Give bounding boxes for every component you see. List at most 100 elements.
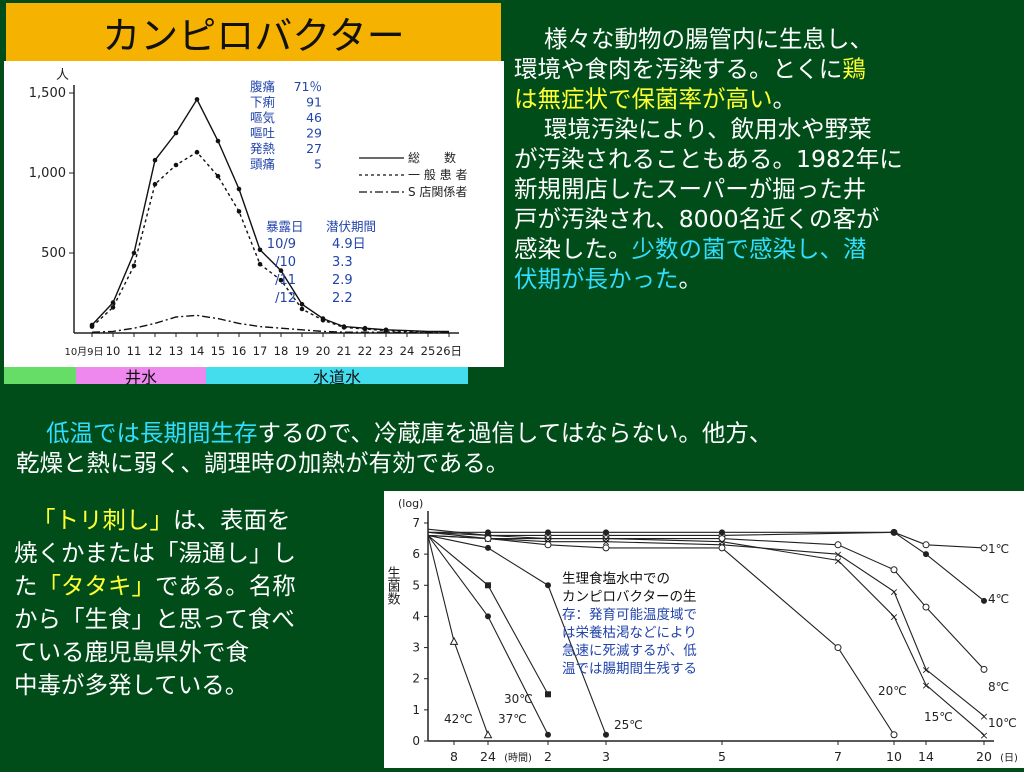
data-point bbox=[544, 541, 552, 549]
data-point bbox=[236, 209, 242, 214]
series-label: 42℃ bbox=[444, 712, 473, 726]
wide-paragraph: 低温では長期間生存するので、冷蔵庫を過信してはならない。他方、 乾燥と熱に弱く、… bbox=[16, 418, 1024, 478]
data-point bbox=[602, 544, 610, 552]
text-line: 伏期が長かった。 bbox=[514, 264, 1024, 294]
highlight-low-temp: 低温では長期間生存 bbox=[46, 419, 258, 447]
data-point bbox=[131, 263, 137, 269]
data-point: × bbox=[601, 533, 610, 546]
exposure-header-date: 暴露日 bbox=[266, 219, 304, 234]
data-point bbox=[110, 305, 116, 310]
x-tick-label: 14 bbox=[918, 749, 934, 764]
exposure-header-period: 潜伏期間 bbox=[326, 219, 376, 234]
data-point bbox=[922, 603, 930, 611]
highlight-carrier: は無症状で保菌率が高い bbox=[514, 85, 773, 113]
data-point bbox=[257, 247, 263, 253]
band-blank bbox=[4, 367, 76, 384]
data-point: × bbox=[543, 533, 552, 546]
data-point bbox=[152, 181, 158, 187]
symptom-label: 腹痛 bbox=[250, 79, 275, 94]
text-line: 低温では長期間生存するので、冷蔵庫を過信してはならない。他方、 bbox=[16, 418, 1024, 448]
text-span: 。 bbox=[678, 265, 703, 293]
series-label: 30℃ bbox=[504, 692, 533, 706]
text-span: するので、冷蔵庫を過信してはならない。他方、 bbox=[257, 419, 773, 447]
annotation-line: は栄養枯渇などにより bbox=[562, 624, 697, 641]
legend-label: 総 数 bbox=[408, 150, 456, 165]
x-tick-label: 16 bbox=[232, 344, 247, 358]
x-tick-label: 10 bbox=[106, 344, 121, 358]
series-label: 15℃ bbox=[924, 710, 953, 724]
data-point bbox=[299, 301, 305, 307]
band-well-label: 井水 bbox=[124, 367, 157, 387]
data-point: × bbox=[921, 679, 930, 692]
data-point bbox=[891, 529, 897, 536]
data-point bbox=[341, 325, 347, 330]
text-span: は、表面を bbox=[173, 506, 291, 534]
x-tick-label: 22 bbox=[358, 344, 373, 358]
series-line-2 bbox=[91, 314, 449, 334]
symptom-label: 嘔吐 bbox=[250, 126, 276, 141]
y-tick-label: 1 bbox=[412, 703, 420, 717]
text-line: 環境や食肉を汚染する。とくに鶏 bbox=[514, 54, 1024, 84]
data-point: × bbox=[833, 554, 842, 567]
data-point bbox=[890, 566, 898, 574]
data-point: × bbox=[833, 548, 842, 561]
series-line-0 bbox=[91, 97, 449, 333]
symptom-value: 5 bbox=[314, 157, 322, 172]
data-point bbox=[719, 529, 725, 536]
data-point bbox=[890, 731, 898, 739]
y-unit-label: 人 bbox=[56, 68, 69, 83]
x-tick-label: 10 bbox=[886, 749, 902, 764]
series-label: 20℃ bbox=[878, 684, 907, 698]
symptom-label: 嘔気 bbox=[250, 110, 275, 125]
exposure-date: /10 bbox=[275, 255, 296, 270]
data-point: × bbox=[717, 536, 726, 549]
survival-line-6 bbox=[427, 534, 607, 735]
annotation-line: 温では腸期間生残する bbox=[562, 661, 697, 677]
survival-line-1 bbox=[428, 531, 985, 602]
data-point bbox=[449, 636, 459, 645]
data-point bbox=[922, 541, 930, 549]
exposure-date: /11 bbox=[275, 273, 296, 288]
survival-chart: (log) 生菌数 0 1 2 3 4 5 6 7 8 24 2 3 5 7 10 14 20 (時間) (日) 1℃ 4℃… bbox=[385, 497, 1018, 764]
data-point bbox=[980, 665, 988, 673]
x-tick-label: 18 bbox=[274, 344, 289, 358]
text-line: 様々な動物の腸管内に生息し、 bbox=[544, 25, 873, 53]
y-tick-label: 3 bbox=[412, 641, 420, 655]
exposure-period: 3.3 bbox=[332, 255, 353, 270]
text-line: 「トリ刺し」は、表面を bbox=[14, 504, 382, 537]
x-tick-label: 13 bbox=[169, 344, 184, 358]
y-tick-label: 500 bbox=[41, 246, 66, 261]
data-point bbox=[485, 613, 491, 620]
text-span: 感染した。 bbox=[514, 235, 632, 263]
x-tick-label: 26日 bbox=[436, 344, 462, 358]
exposure-date: /12 bbox=[275, 291, 296, 306]
data-point bbox=[236, 186, 242, 192]
series-label: 4℃ bbox=[988, 592, 1009, 606]
exposure-period: 2.9 bbox=[332, 273, 353, 288]
outbreak-chart: 人 500 1,000 1,500 10月9日 10 11 12 13 14 15 16 17 18 19 2… bbox=[29, 68, 468, 358]
data-point bbox=[718, 544, 726, 552]
highlight-tataki: 「タタキ」 bbox=[37, 572, 156, 600]
symptom-label: 発熱 bbox=[250, 141, 276, 156]
x-tick-label: 25 bbox=[421, 344, 436, 358]
symptom-label: 頭痛 bbox=[250, 157, 275, 172]
data-point bbox=[981, 597, 987, 604]
x-axis-days-label: (日) bbox=[1000, 753, 1018, 764]
x-tick-label: 3 bbox=[602, 749, 610, 764]
text-line: た「タタキ」である。名称 bbox=[14, 570, 382, 603]
data-point: × bbox=[921, 663, 930, 676]
x-tick-label: 15 bbox=[211, 344, 226, 358]
band-tap-water: 水道水 bbox=[206, 367, 468, 387]
data-point bbox=[923, 551, 929, 558]
highlight-incubation: 伏期が長かった bbox=[514, 265, 679, 293]
y-axis-log-label: (log) bbox=[398, 497, 423, 510]
data-point bbox=[257, 261, 263, 267]
x-tick-label: 19 bbox=[295, 344, 310, 358]
data-point bbox=[89, 324, 95, 329]
text-line: 乾燥と熱に弱く、調理時の加熱が有効である。 bbox=[16, 449, 510, 477]
survival-line-9 bbox=[427, 535, 489, 735]
y-tick-label: 6 bbox=[412, 547, 420, 561]
x-tick-label: 8 bbox=[450, 749, 458, 764]
exposure-period: 4.9日 bbox=[332, 237, 366, 252]
symptom-value: 91 bbox=[306, 95, 322, 110]
